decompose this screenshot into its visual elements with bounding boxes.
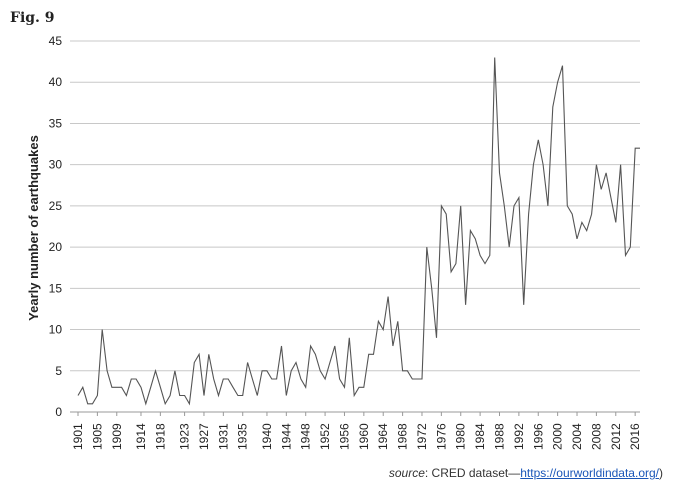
- y-tick-label: 10: [49, 323, 63, 337]
- x-tick-label: 1901: [71, 423, 85, 450]
- y-tick-label: 40: [49, 75, 63, 89]
- x-tick-label: 1984: [473, 423, 487, 450]
- x-tick-label: 1968: [396, 423, 410, 450]
- x-tick-label: 1964: [376, 423, 390, 450]
- y-tick-label: 30: [49, 158, 63, 172]
- x-tick-label: 1914: [134, 423, 148, 450]
- source: source: CRED dataset—https://ourworldind…: [389, 466, 663, 480]
- y-tick-label: 5: [55, 364, 62, 378]
- y-tick-label: 45: [49, 34, 63, 48]
- x-tick-label: 1980: [454, 423, 468, 450]
- x-tick-label: 1960: [357, 423, 371, 450]
- y-tick-label: 15: [49, 281, 63, 295]
- y-tick-label: 25: [49, 199, 63, 213]
- x-tick-label: 1992: [512, 423, 526, 450]
- x-tick-label: 1952: [318, 423, 332, 450]
- source-label: source: [388, 466, 425, 480]
- x-tick-label: 1944: [279, 423, 293, 450]
- y-tick-label: 0: [55, 405, 62, 419]
- x-tick-label: 2016: [628, 423, 642, 450]
- source-tail: ): [659, 466, 663, 480]
- source-text: : CRED dataset—: [424, 466, 521, 480]
- x-tick-label: 2004: [570, 423, 584, 450]
- source-link[interactable]: https://ourworldindata.org/: [520, 466, 659, 480]
- x-tick-label: 1935: [236, 423, 250, 450]
- x-tick-label: 2008: [589, 423, 603, 450]
- x-tick-label: 1940: [260, 423, 274, 450]
- x-tick-label: 2012: [609, 423, 623, 450]
- x-tick-label: 1948: [299, 423, 313, 450]
- x-tick-label: 1931: [216, 423, 230, 450]
- x-tick-label: 1996: [531, 423, 545, 450]
- figure-label: Fig. 9: [10, 10, 55, 26]
- x-tick-label: 1909: [110, 423, 124, 450]
- y-tick-label: 35: [49, 116, 63, 130]
- x-tick-label: 1972: [415, 423, 429, 450]
- x-tick-label: 1918: [153, 423, 167, 450]
- x-tick-label: 1976: [434, 423, 448, 450]
- x-tick-label: 1927: [197, 423, 211, 450]
- x-tick-label: 1956: [337, 423, 351, 450]
- y-tick-label: 20: [49, 240, 63, 254]
- x-tick-label: 1905: [90, 423, 104, 450]
- data-line: [77, 57, 640, 406]
- x-tick-label: 1923: [178, 423, 192, 450]
- x-tick-label: 2000: [551, 423, 565, 450]
- x-tick-label: 1988: [493, 423, 507, 450]
- y-axis-title: Yearly number of earthquakes: [26, 135, 41, 321]
- chart: Fig. 9 Yearly number of earthquakes 0 5 10…: [10, 10, 642, 450]
